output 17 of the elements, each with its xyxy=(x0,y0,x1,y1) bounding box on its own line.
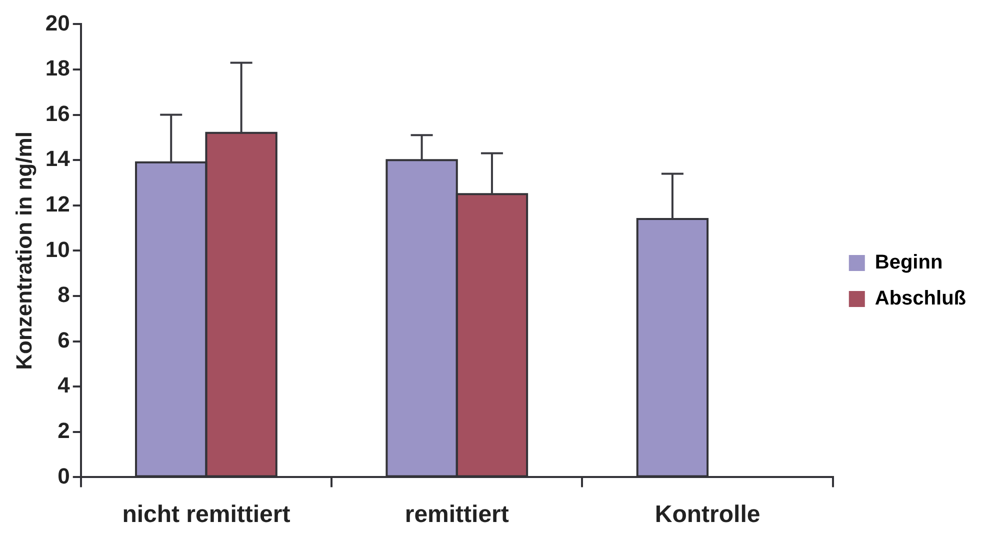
legend-label: Beginn xyxy=(874,252,943,274)
y-tick-label: 8 xyxy=(58,282,70,308)
y-tick-label: 14 xyxy=(45,146,71,172)
x-tick-label: nicht remittiert xyxy=(122,501,290,528)
y-tick-label: 20 xyxy=(45,10,70,36)
y-tick-label: 0 xyxy=(58,463,70,488)
y-tick-label: 10 xyxy=(45,236,70,262)
y-axis-title: Konzentration in ng/ml xyxy=(11,132,36,370)
y-tick-label: 4 xyxy=(58,372,71,398)
x-tick-label: Kontrolle xyxy=(654,501,760,528)
y-tick-label: 6 xyxy=(58,327,70,352)
x-tick-label: remittiert xyxy=(404,501,509,528)
y-tick-label: 2 xyxy=(58,418,70,443)
y-tick-label: 16 xyxy=(45,100,70,126)
legend-label: Abschluß xyxy=(874,288,966,310)
y-tick-label: 12 xyxy=(45,191,70,216)
y-tick-label: 18 xyxy=(45,56,70,81)
